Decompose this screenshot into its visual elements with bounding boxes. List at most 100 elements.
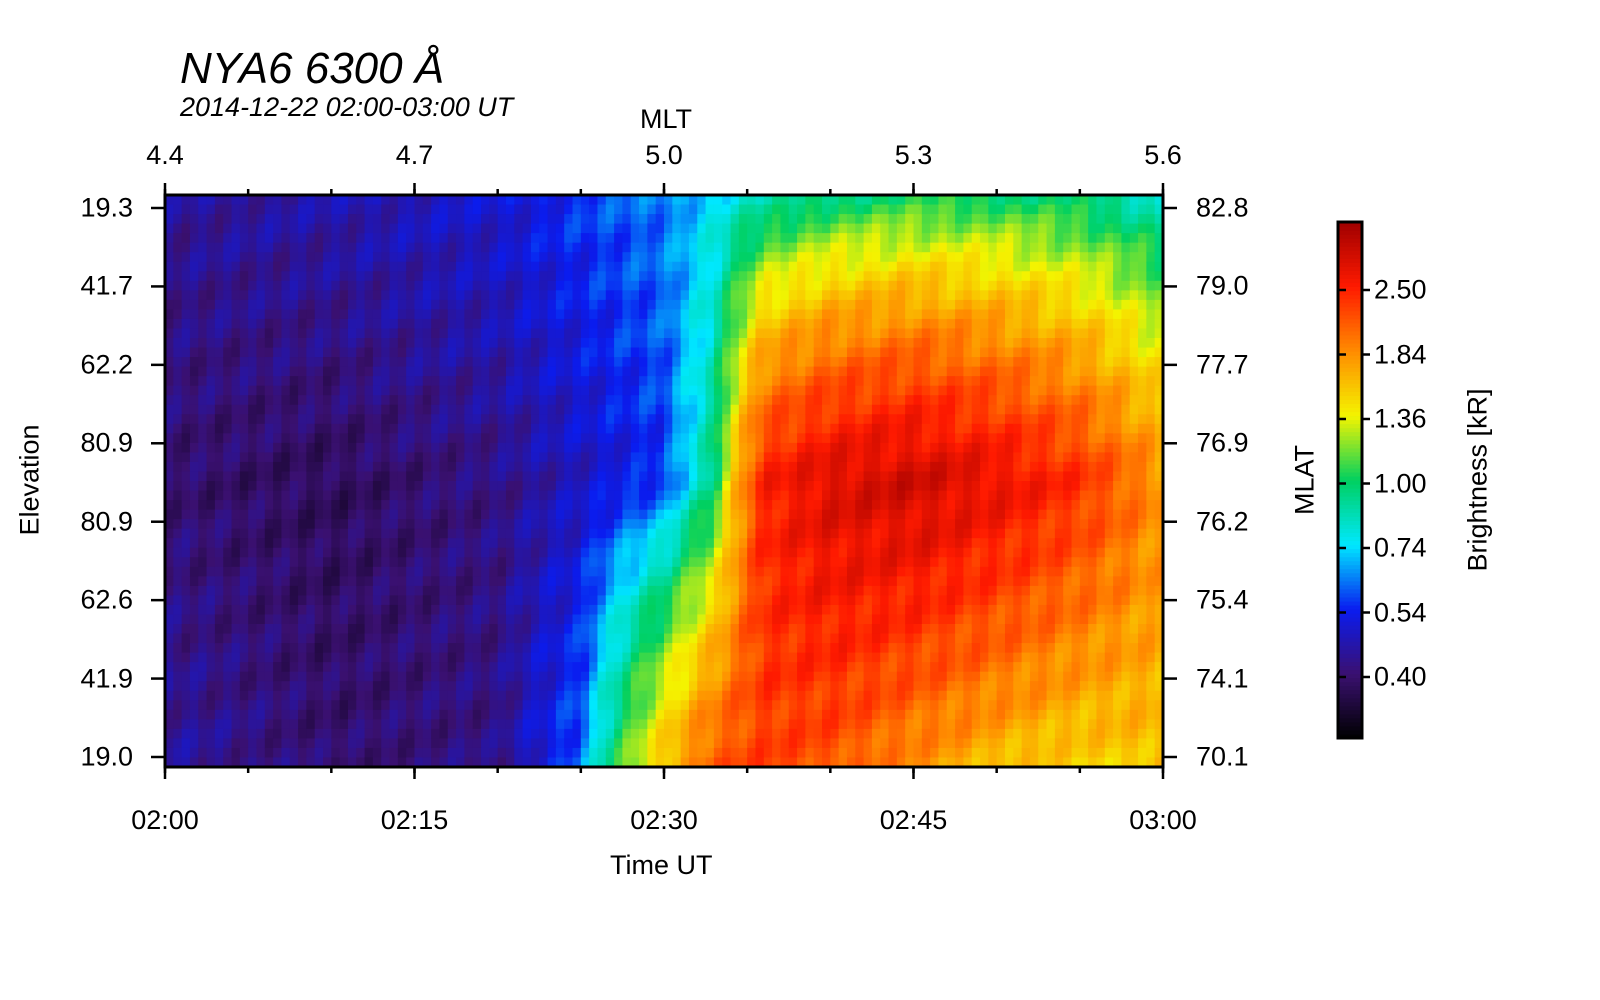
heatmap-cell (855, 214, 865, 225)
heatmap-cell (173, 490, 183, 501)
heatmap-cell (206, 233, 216, 244)
heatmap-cell (181, 414, 191, 425)
heatmap-cell (214, 357, 224, 368)
heatmap-cell (763, 357, 773, 368)
heatmap-cell (431, 309, 441, 320)
heatmap-cell (580, 547, 590, 558)
heatmap-cell (780, 338, 790, 349)
heatmap-cell (406, 233, 416, 244)
heatmap-cell (248, 338, 258, 349)
heatmap-cell (813, 471, 823, 482)
heatmap-cell (273, 309, 283, 320)
heatmap-cell (447, 662, 457, 673)
heatmap-cell (189, 404, 199, 415)
heatmap-cell (381, 290, 391, 301)
heatmap-cell (323, 423, 332, 434)
heatmap-cell (456, 585, 465, 596)
heatmap-cell (539, 214, 549, 225)
heatmap-cell (713, 566, 723, 577)
heatmap-cell (323, 395, 332, 406)
heatmap-cell (364, 328, 374, 339)
heatmap-cell (589, 652, 599, 663)
heatmap-cell (273, 252, 283, 263)
heatmap-cell (655, 404, 665, 415)
heatmap-cell (846, 452, 856, 463)
heatmap-cell (547, 519, 557, 530)
heatmap-cell (530, 261, 540, 272)
heatmap-cell (580, 557, 590, 568)
heatmap-cell (339, 481, 349, 492)
heatmap-cell (705, 290, 715, 301)
heatmap-cell (173, 538, 183, 549)
heatmap-cell (481, 338, 490, 349)
heatmap-cell (797, 585, 806, 596)
heatmap-cell (805, 681, 815, 692)
heatmap-cell (331, 433, 341, 444)
heatmap-cell (813, 557, 823, 568)
heatmap-cell (572, 290, 582, 301)
heatmap-cell (522, 195, 532, 206)
heatmap-cell (547, 471, 557, 482)
heatmap-cell (389, 547, 399, 558)
heatmap-cell (664, 299, 673, 310)
heatmap-cell (198, 662, 208, 673)
heatmap-cell (464, 633, 474, 644)
heatmap-cell (788, 547, 798, 558)
heatmap-cell (447, 461, 457, 473)
heatmap-cell (514, 547, 524, 558)
heatmap-cell (822, 376, 831, 387)
heatmap-cell (347, 309, 357, 320)
heatmap-cell (281, 271, 291, 282)
heatmap-cell (805, 233, 815, 244)
heatmap-cell (639, 280, 648, 291)
heatmap-cell (489, 442, 499, 453)
heatmap-cell (580, 461, 590, 473)
heatmap-cell (406, 299, 416, 310)
heatmap-cell (173, 557, 183, 568)
heatmap-cell (763, 328, 773, 339)
heatmap-cell (256, 747, 266, 759)
heatmap-cell (589, 738, 599, 749)
heatmap-cell (497, 242, 507, 253)
heatmap-cell (846, 290, 856, 301)
heatmap-cell (838, 328, 848, 339)
heatmap-cell (547, 566, 557, 577)
heatmap-cell (705, 233, 715, 244)
heatmap-cell (647, 309, 657, 320)
heatmap-cell (805, 195, 815, 206)
heatmap-cell (298, 671, 307, 682)
heatmap-cell (464, 290, 474, 301)
heatmap-cell (713, 538, 723, 549)
heatmap-cell (364, 395, 374, 406)
heatmap-cell (306, 242, 316, 253)
heatmap-cell (314, 299, 324, 310)
heatmap-cell (223, 557, 233, 568)
heatmap-cell (747, 490, 757, 501)
heatmap-cell (422, 452, 432, 463)
heatmap-cell (439, 481, 449, 492)
heatmap-cell (813, 461, 823, 473)
heatmap-cell (372, 757, 382, 768)
heatmap-cell (597, 509, 607, 520)
heatmap-cell (788, 738, 798, 749)
heatmap-cell (730, 233, 740, 244)
heatmap-cell (830, 404, 840, 415)
heatmap-cell (822, 299, 831, 310)
heatmap-cell (389, 385, 399, 396)
heatmap-cell (846, 366, 856, 377)
heatmap-cell (522, 233, 532, 244)
heatmap-cell (206, 747, 216, 759)
heatmap-cell (514, 719, 524, 730)
heatmap-cell (264, 500, 274, 511)
heatmap-cell (214, 528, 224, 539)
heatmap-cell (630, 442, 640, 453)
heatmap-cell (181, 633, 191, 644)
heatmap-cell (339, 252, 349, 263)
heatmap-cell (805, 662, 815, 673)
heatmap-cell (555, 195, 565, 206)
heatmap-cell (639, 385, 648, 396)
heatmap-cell (797, 433, 806, 444)
heatmap-cell (597, 223, 607, 234)
heatmap-cell (630, 338, 640, 349)
heatmap-cell (231, 404, 241, 415)
